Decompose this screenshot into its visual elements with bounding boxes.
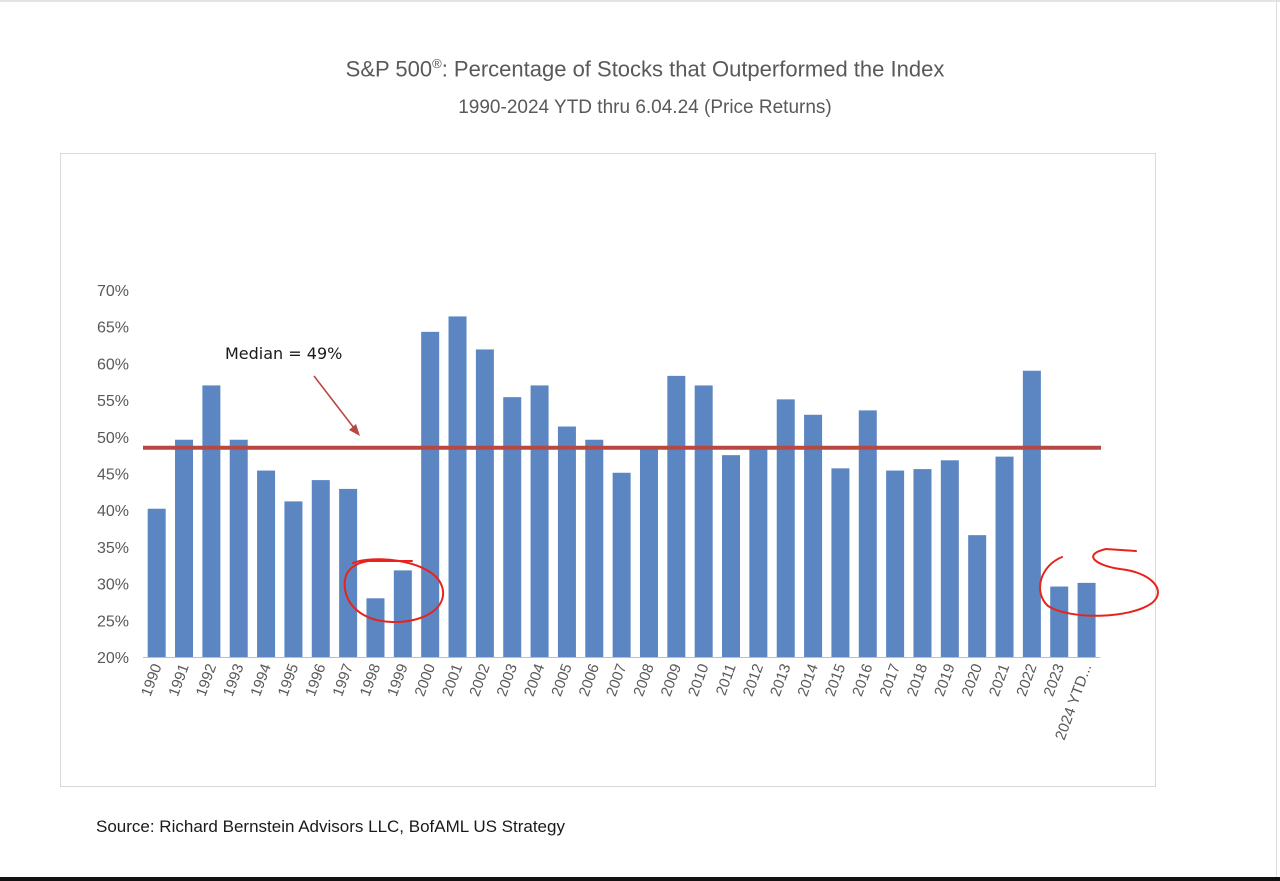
x-tick-label: 2000 (412, 662, 439, 699)
x-tick-label: 2022 (1013, 662, 1040, 699)
bar (1022, 370, 1041, 657)
bar (886, 470, 905, 657)
y-tick-label: 20% (97, 650, 129, 667)
x-tick-label: 1990 (138, 662, 165, 699)
bar (749, 448, 768, 657)
x-tick-label: 2001 (439, 662, 466, 699)
x-tick-label: 2002 (466, 662, 493, 699)
bar (557, 426, 576, 657)
x-tick-label: 1992 (193, 662, 220, 699)
bar (257, 470, 276, 657)
highlight-circle-left (343, 558, 445, 624)
highlight-circle-right (1039, 547, 1159, 617)
chart-title-main: S&P 500 (345, 56, 433, 82)
x-tick-label: 1995 (275, 662, 302, 699)
bar (366, 598, 385, 657)
bar (722, 455, 741, 657)
y-tick-label: 30% (97, 577, 129, 594)
bar (804, 414, 823, 657)
median-arrow-shaft (313, 375, 355, 429)
bar (202, 385, 221, 657)
x-tick-label: 1998 (357, 662, 384, 699)
x-tick-label: 2014 (794, 662, 821, 699)
y-tick-label: 55% (97, 393, 129, 410)
bar (284, 501, 303, 657)
x-tick-label: 1999 (384, 662, 411, 699)
source-note: Source: Richard Bernstein Advisors LLC, … (96, 817, 565, 836)
bar (175, 439, 194, 657)
x-tick-label: 2017 (876, 662, 903, 699)
chart-title-rest: : Percentage of Stocks that Outperformed… (441, 56, 945, 82)
bar (530, 385, 549, 657)
x-tick-label: 2005 (548, 662, 575, 699)
x-tick-label: 2023 (1041, 662, 1068, 699)
x-tick-label: 1993 (220, 662, 247, 699)
x-tick-label: 2003 (494, 662, 521, 699)
x-tick-label: 2013 (767, 662, 794, 699)
x-tick-label: 2021 (986, 662, 1013, 699)
x-tick-label: 1994 (247, 662, 274, 699)
chart-subtitle: 1990-2024 YTD thru 6.04.24 (Price Return… (458, 97, 832, 118)
bar (612, 472, 631, 657)
x-tick-label: 2011 (713, 662, 740, 698)
median-label: Median = 49% (225, 344, 342, 363)
bar (667, 375, 686, 657)
x-tick-label: 1991 (165, 662, 192, 699)
y-tick-label: 65% (97, 320, 129, 337)
bar (585, 439, 604, 657)
x-tick-label: 1997 (329, 662, 356, 699)
bar (995, 456, 1014, 657)
bar (229, 439, 248, 657)
chart-title: S&P 500®: Percentage of Stocks that Outp… (0, 56, 1280, 82)
bar (147, 508, 166, 657)
bar (503, 397, 522, 657)
y-tick-label: 50% (97, 430, 129, 447)
bar (940, 460, 959, 657)
bottom-border (0, 877, 1280, 881)
bar (968, 535, 987, 657)
x-tick-label: 2008 (630, 662, 657, 699)
x-tick-label: 2006 (576, 662, 603, 699)
bar (1077, 582, 1096, 657)
bar (913, 469, 932, 657)
bar (475, 349, 494, 657)
x-tick-label: 2004 (521, 662, 548, 699)
right-border (1276, 0, 1277, 877)
x-tick-label: 2018 (904, 662, 931, 699)
y-tick-label: 25% (97, 613, 129, 630)
bar (393, 570, 412, 657)
x-tick-label: 2010 (685, 662, 712, 699)
y-tick-label: 40% (97, 503, 129, 520)
x-tick-label: 2007 (603, 662, 630, 699)
bar (694, 385, 713, 657)
y-tick-label: 70% (97, 283, 129, 300)
x-tick-label: 2016 (849, 662, 876, 699)
bar (831, 468, 850, 657)
bar (1050, 586, 1069, 657)
registered-mark: ® (432, 56, 442, 71)
x-tick-label: 2015 (822, 662, 849, 699)
y-tick-label: 60% (97, 356, 129, 373)
bar (639, 448, 658, 657)
bar (776, 399, 795, 657)
x-tick-label: 2009 (658, 662, 685, 699)
y-tick-label: 35% (97, 540, 129, 557)
top-border (0, 0, 1280, 2)
x-tick-label: 1996 (302, 662, 329, 699)
x-tick-label: 2012 (740, 662, 767, 699)
bar (311, 480, 330, 657)
x-tick-label: 2020 (959, 662, 986, 699)
bar (858, 410, 877, 657)
median-arrow-head (349, 424, 360, 436)
x-tick-label: 2019 (931, 662, 958, 699)
bar (448, 316, 467, 657)
y-tick-label: 45% (97, 467, 129, 484)
